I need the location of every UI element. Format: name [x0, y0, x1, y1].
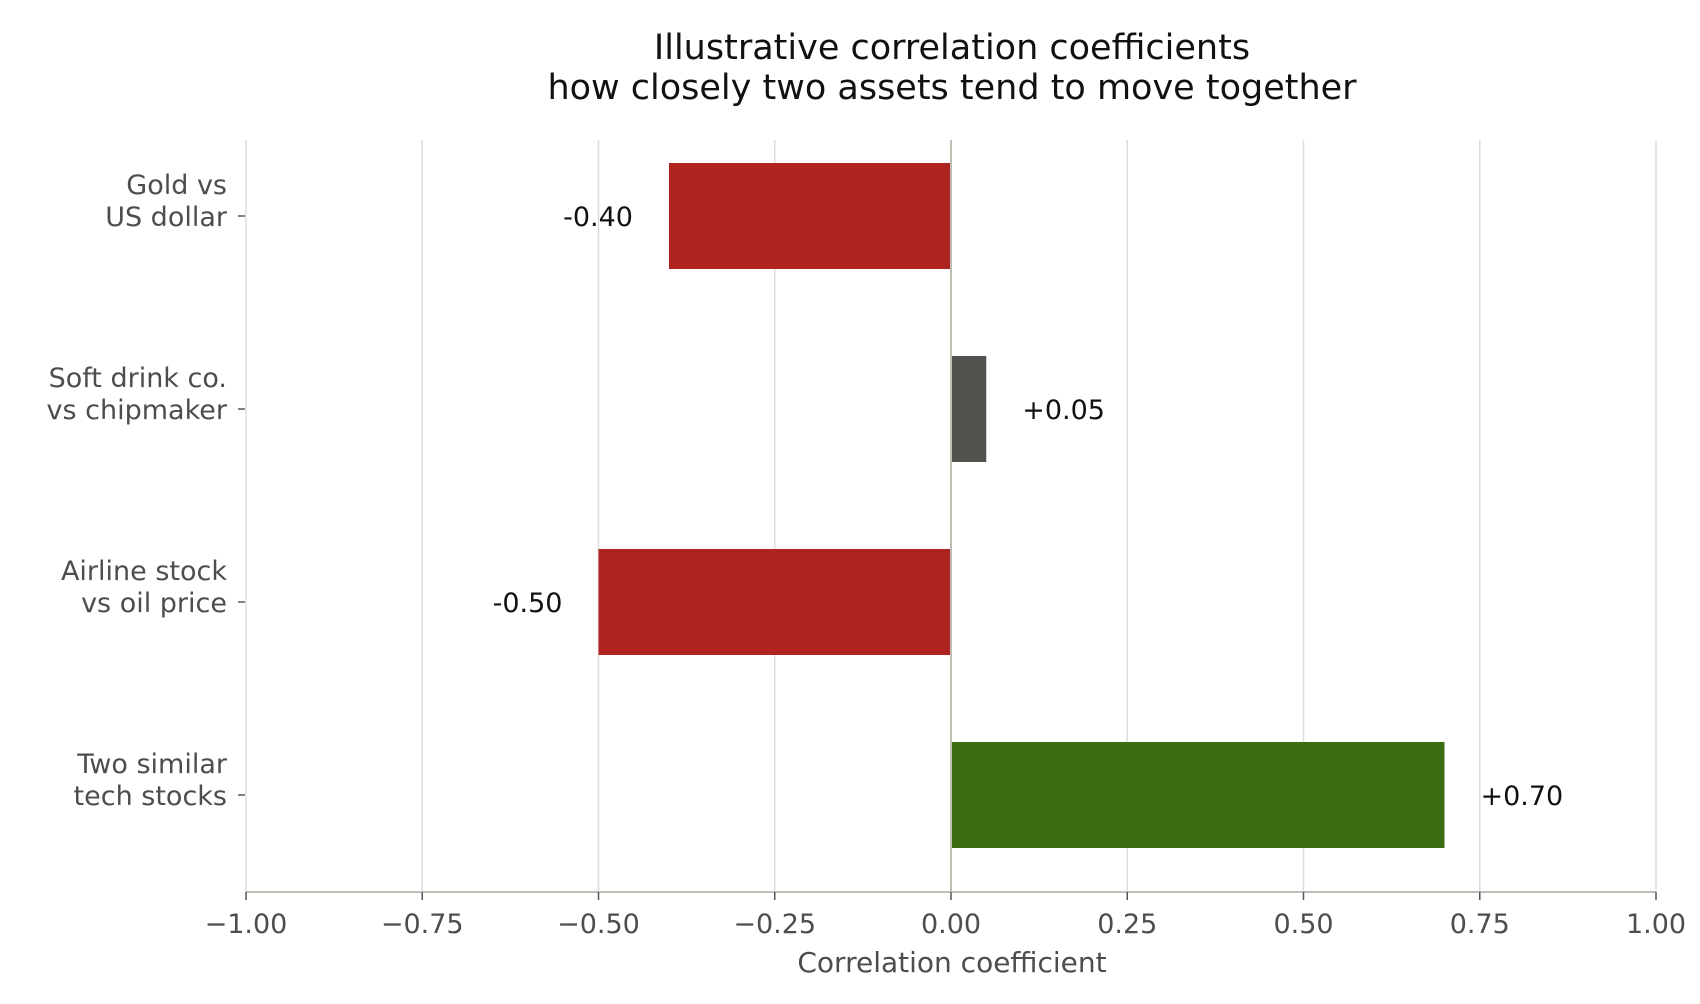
category-label-line: US dollar	[105, 202, 228, 233]
x-tick-label: −1.00	[205, 909, 288, 940]
category-label-line: Airline stock	[61, 556, 227, 587]
bar	[669, 163, 951, 269]
category-label: Soft drink co. vs chipmaker	[47, 363, 228, 426]
axis-layer: −1.00 −0.75 −0.50 −0.25 0.00 0.25 0.50 0.75 1.00	[205, 140, 1686, 940]
category-label-line: vs chipmaker	[47, 395, 228, 426]
x-tick-label: 0.50	[1273, 909, 1333, 940]
bar-value-label: +0.70	[1481, 781, 1564, 812]
category-label-line: vs oil price	[81, 588, 227, 619]
bar-value-label: -0.50	[493, 588, 563, 619]
bar-value-label: +0.05	[1022, 395, 1105, 426]
x-tick-label: 0.75	[1450, 909, 1510, 940]
labels-layer: -0.40 Gold vs US dollar +0.05 Soft drink co.…	[47, 170, 1564, 812]
chart-subtitle: how closely two assets tend to move toge…	[547, 68, 1357, 108]
x-tick-label: 0.25	[1097, 909, 1157, 940]
x-axis-label: Correlation coefficient	[797, 946, 1106, 979]
category-label-line: Soft drink co.	[49, 363, 227, 394]
bars-layer	[598, 163, 1445, 848]
bar	[951, 742, 1445, 848]
x-tick-label: −0.75	[381, 909, 464, 940]
category-label: Airline stock vs oil price	[61, 556, 227, 619]
category-label: Two similar tech stocks	[74, 749, 228, 812]
bar-value-label: -0.40	[563, 202, 633, 233]
x-tick-label: −0.50	[557, 909, 640, 940]
bar	[598, 549, 951, 655]
category-label: Gold vs US dollar	[105, 170, 228, 233]
chart-title: Illustrative correlation coefficients	[654, 28, 1250, 68]
x-tick-label: 0.00	[921, 909, 981, 940]
x-tick-label: 1.00	[1626, 909, 1686, 940]
x-tick-label: −0.25	[733, 909, 816, 940]
bar	[951, 356, 987, 462]
category-label-line: Gold vs	[126, 170, 227, 201]
category-label-line: Two similar	[76, 749, 228, 780]
category-label-line: tech stocks	[74, 781, 227, 812]
